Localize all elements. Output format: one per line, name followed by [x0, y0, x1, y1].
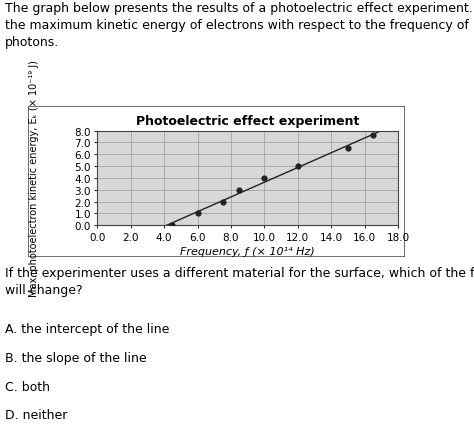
Text: Max. photoelectron kinetic energy, Eₖ (× 10⁻¹⁹ J): Max. photoelectron kinetic energy, Eₖ (×…: [29, 60, 39, 296]
Point: [294, 163, 301, 170]
Point: [169, 222, 176, 229]
Point: [261, 175, 268, 182]
Point: [344, 146, 352, 153]
Text: The graph below presents the results of a photoelectric effect experiment. It sh: The graph below presents the results of …: [5, 2, 474, 49]
Text: B. the slope of the line: B. the slope of the line: [5, 351, 146, 364]
Text: If the experimenter uses a different material for the surface, which of the foll: If the experimenter uses a different mat…: [5, 266, 474, 296]
Point: [219, 199, 227, 206]
Point: [236, 187, 243, 194]
Point: [194, 210, 201, 217]
X-axis label: Frequency, ƒ (× 10¹⁴ Hz): Frequency, ƒ (× 10¹⁴ Hz): [180, 246, 315, 256]
Point: [369, 132, 377, 139]
Text: A. the intercept of the line: A. the intercept of the line: [5, 322, 169, 335]
Text: D. neither: D. neither: [5, 409, 67, 421]
Text: C. both: C. both: [5, 380, 50, 393]
Title: Photoelectric effect experiment: Photoelectric effect experiment: [136, 114, 359, 127]
